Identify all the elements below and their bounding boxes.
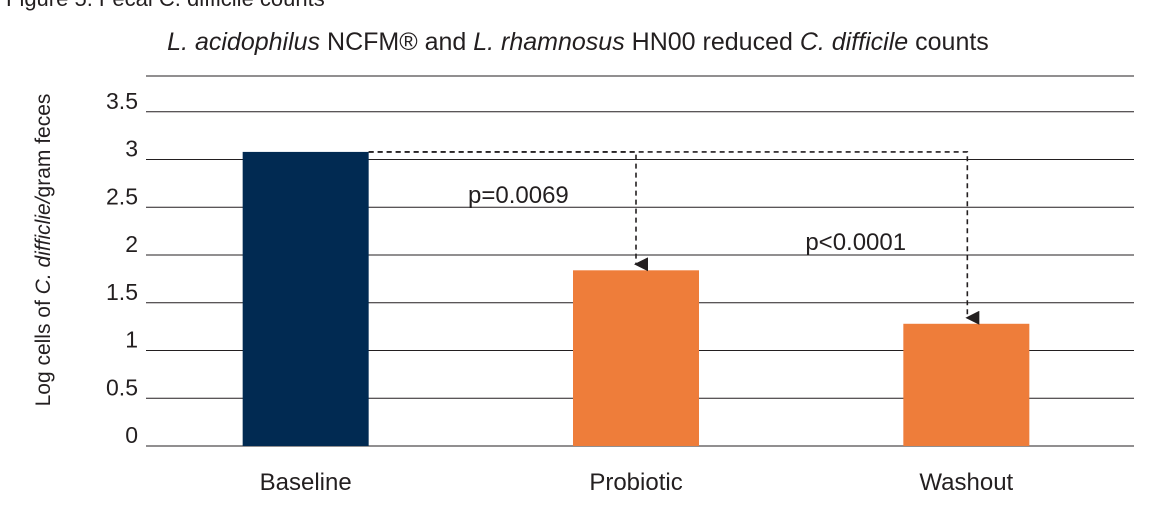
- significance-arrow: [368, 151, 980, 325]
- bars: [242, 151, 1030, 447]
- y-tick-label: 2: [125, 231, 138, 257]
- y-tick-labels: 0 0.5 1 1.5 2 2.5 3 3.5: [106, 88, 138, 448]
- category-labels: Baseline Probiotic Washout: [260, 469, 1014, 496]
- chart-title-part: HN00 reduced: [624, 28, 800, 56]
- p-value-label: p<0.0001: [805, 229, 906, 256]
- chart-title: L. acidophilus NCFM® and L. rhamnosus HN…: [0, 28, 1156, 57]
- chart-title-part: C. difficile: [799, 28, 909, 56]
- y-tick-label: 1: [125, 327, 138, 353]
- chart-title-part: L. rhamnosus: [473, 28, 625, 56]
- y-tick-label: 1.5: [106, 279, 138, 305]
- y-tick-label: 0: [125, 422, 138, 448]
- bar-probiotic: [573, 270, 699, 446]
- chart-title-part: NCFM® and: [320, 28, 474, 56]
- annotations: p=0.0069 p<0.0001: [368, 151, 980, 325]
- category-label: Baseline: [260, 469, 352, 496]
- bar-baseline: [242, 151, 369, 447]
- y-tick-label: 3: [125, 136, 138, 162]
- category-label: Probiotic: [589, 469, 682, 496]
- y-tick-label: 0.5: [106, 374, 138, 400]
- y-tick-label: 2.5: [106, 183, 138, 209]
- bar-washout: [903, 323, 1030, 446]
- p-value-label: p=0.0069: [468, 182, 569, 209]
- category-label: Washout: [919, 469, 1013, 496]
- chart-title-part: counts: [908, 28, 989, 56]
- y-tick-label: 3.5: [106, 88, 138, 114]
- figure-caption: Figure 5. Fecal C. difficile counts: [6, 0, 325, 12]
- significance-arrow: [368, 151, 648, 272]
- chart-title-part: L. acidophilus: [167, 28, 321, 56]
